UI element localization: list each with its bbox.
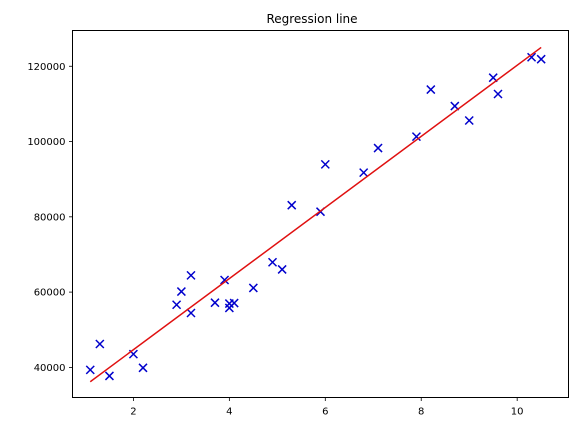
data-point [493, 89, 503, 99]
y-tick-label: 80000 [34, 212, 66, 223]
data-point [248, 283, 258, 293]
y-tick-label: 60000 [34, 288, 66, 299]
y-tick-label: 100000 [27, 137, 65, 148]
data-point [268, 257, 278, 267]
data-point [210, 298, 220, 308]
x-tick-label: 10 [511, 407, 524, 418]
x-axis: 2 4 6 8 10 [130, 397, 524, 418]
data-point [277, 264, 287, 274]
axes-frame [72, 30, 569, 398]
x-tick-label: 2 [130, 407, 136, 418]
data-point [373, 143, 383, 153]
regression-line [89, 46, 542, 383]
data-point [186, 270, 196, 280]
data-point [172, 300, 182, 310]
x-tick-label: 4 [226, 407, 232, 418]
data-point [411, 132, 421, 142]
data-point [320, 159, 330, 169]
data-point [426, 85, 436, 95]
chart-title: Regression line [266, 12, 357, 26]
x-tick-label: 8 [418, 407, 424, 418]
data-point [536, 54, 546, 64]
y-tick-label: 120000 [27, 62, 65, 73]
data-point [95, 339, 105, 349]
y-tick-label: 40000 [34, 363, 66, 374]
plot-area [85, 46, 546, 383]
data-point [359, 168, 369, 178]
data-point [186, 308, 196, 318]
data-point [527, 52, 537, 62]
data-point [176, 287, 186, 297]
data-point [85, 365, 95, 375]
x-tick-label: 6 [322, 407, 328, 418]
data-point [287, 200, 297, 210]
data-point [229, 298, 239, 308]
data-point [104, 371, 114, 381]
data-point [220, 275, 230, 285]
data-point [138, 363, 148, 373]
data-point [464, 115, 474, 126]
y-axis: 40000 60000 80000 100000 120000 [27, 62, 73, 374]
